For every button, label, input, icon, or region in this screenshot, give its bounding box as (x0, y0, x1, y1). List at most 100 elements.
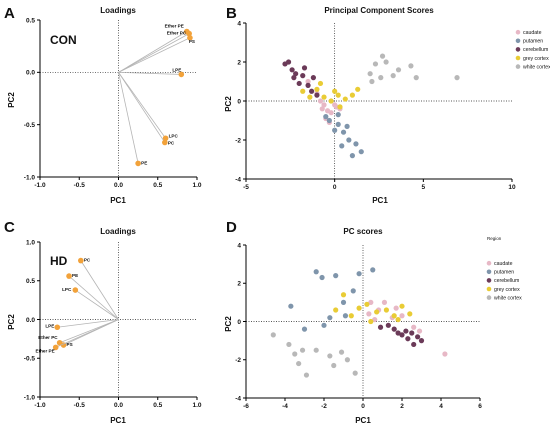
score-point-grey-cortex (307, 94, 313, 100)
score-point-white-cortex (383, 59, 389, 65)
score-point-cerebellum (291, 75, 297, 81)
y-tick-label: 4 (237, 20, 241, 27)
loading-point (72, 287, 79, 293)
loading-point (187, 34, 193, 41)
x-tick-label: 0.5 (153, 402, 162, 409)
x-tick-label: -2 (321, 403, 327, 410)
score-point-grey-cortex (328, 98, 334, 104)
x-tick-label: 5 (422, 184, 426, 191)
legend-label-putamen: putamen (494, 270, 514, 276)
panel-b-title: Principal Component Scores (324, 6, 434, 15)
y-tick-label: 2 (237, 59, 241, 66)
legend-marker-putamen (486, 269, 492, 275)
score-point-grey-cortex (337, 104, 343, 110)
score-point-putamen (327, 315, 333, 321)
y-tick-label: 0 (237, 319, 241, 326)
score-point-white-cortex (408, 63, 414, 69)
loading-vector (57, 319, 119, 328)
score-point-grey-cortex (332, 88, 338, 94)
panel-a-title: Loadings (100, 6, 136, 15)
panel-d-x-axis-label: PC1 (355, 416, 371, 425)
y-tick-label: -1.0 (24, 394, 36, 401)
score-point-putamen (339, 143, 345, 149)
score-point-putamen (350, 288, 356, 294)
score-point-caudate (416, 328, 423, 334)
legend-marker-grey-cortex (515, 55, 521, 61)
legend-label-white-cortex: white cortex (494, 295, 522, 301)
score-point-putamen (332, 127, 338, 133)
score-point-white-cortex (299, 347, 306, 353)
loading-point-label: Ether PC (38, 335, 58, 340)
x-tick-label: -0.5 (74, 182, 86, 189)
legend-label-grey-cortex: grey cortex (494, 287, 520, 293)
y-tick-label: -2 (235, 357, 241, 364)
x-tick-label: 1.0 (192, 402, 201, 409)
y-tick-label: 2 (237, 281, 241, 288)
panel-b-y-axis-label: PC2 (224, 96, 233, 112)
legend-marker-putamen (515, 38, 521, 44)
legend-marker-caudate (486, 260, 492, 266)
y-tick-label: -1.0 (24, 174, 36, 181)
y-tick-label: 0 (237, 98, 241, 105)
score-point-grey-cortex (314, 86, 320, 92)
x-tick-label: 2 (400, 403, 404, 410)
loading-vector (118, 72, 166, 143)
loading-point-label: LPC (62, 287, 72, 292)
panel-a-x-axis-label: PC1 (110, 196, 126, 205)
loading-point (162, 135, 169, 142)
score-point-cerebellum (293, 71, 299, 77)
x-tick-label: 0 (333, 184, 337, 191)
score-point-white-cortex (395, 67, 402, 73)
score-point-white-cortex (344, 357, 350, 363)
loading-vector (118, 72, 166, 139)
score-point-cerebellum (310, 75, 316, 81)
x-tick-label: 0.0 (114, 402, 123, 409)
score-point-cerebellum (305, 82, 311, 88)
panel-letter-d: D (226, 219, 237, 236)
loading-vector (75, 289, 119, 320)
score-point-cerebellum (403, 328, 409, 334)
score-point-putamen (313, 269, 319, 275)
score-point-grey-cortex (374, 309, 380, 315)
panel-a-loadings: A Loadings CON PC1 PC2 -1.0 -0.5 0.0 0.5 1.0… (4, 5, 202, 205)
score-point-cerebellum (309, 88, 315, 94)
score-point-caudate (411, 324, 417, 330)
score-point-grey-cortex (368, 318, 374, 325)
loading-vector (118, 72, 139, 164)
score-point-caudate (366, 311, 372, 317)
score-point-cerebellum (285, 59, 292, 65)
loading-vector (118, 37, 191, 73)
score-point-grey-cortex (407, 311, 413, 317)
score-point-white-cortex (313, 347, 319, 353)
score-point-cerebellum (399, 332, 405, 338)
loading-vector (59, 319, 119, 344)
loading-vector (68, 275, 119, 320)
loading-point (162, 139, 168, 146)
y-tick-label: -2 (235, 137, 241, 144)
panel-b-x-axis-label: PC1 (372, 196, 388, 205)
loading-point-label: PC (168, 140, 175, 145)
panel-c-x-axis-label: PC1 (110, 416, 126, 425)
x-tick-label: -0.5 (74, 402, 86, 409)
score-point-cerebellum (391, 326, 397, 332)
score-point-putamen (356, 271, 362, 277)
score-point-caudate (305, 78, 311, 85)
score-point-grey-cortex (364, 301, 370, 307)
score-point-white-cortex (286, 341, 292, 348)
y-tick-label: 1.0 (26, 239, 35, 246)
score-point-putamen (288, 303, 294, 309)
score-point-putamen (323, 114, 329, 120)
panel-b-scores: B Principal Component Scores PC1 PC2 -5 0… (224, 5, 550, 205)
score-point-grey-cortex (348, 313, 354, 319)
score-point-putamen (346, 137, 352, 143)
score-point-putamen (349, 153, 355, 159)
score-point-putamen (319, 274, 325, 281)
x-tick-label: 4 (439, 403, 443, 410)
panel-a-y-axis-label: PC2 (7, 92, 16, 108)
score-point-grey-cortex (399, 303, 405, 309)
score-point-white-cortex (378, 75, 384, 81)
score-point-white-cortex (352, 370, 358, 376)
legend-marker-caudate (515, 29, 521, 35)
score-point-grey-cortex (349, 92, 355, 98)
